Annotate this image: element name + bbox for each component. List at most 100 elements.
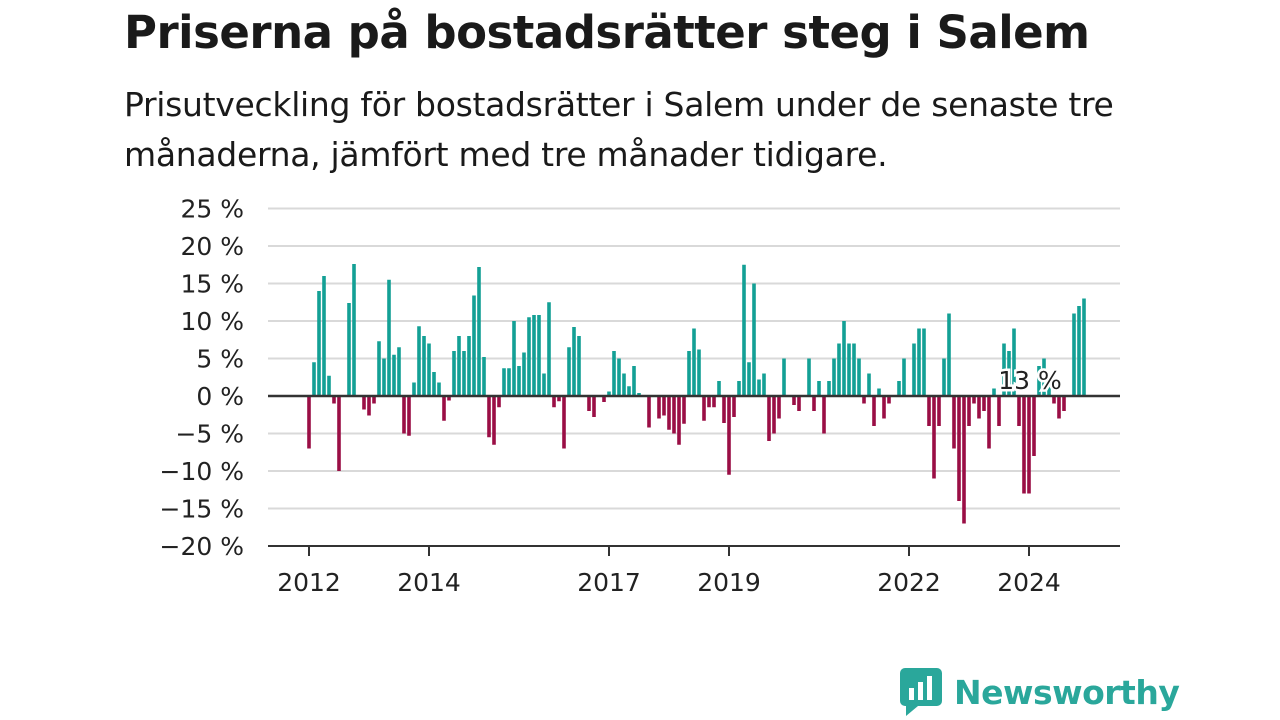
bar	[977, 396, 981, 419]
bar	[472, 295, 476, 396]
bar	[757, 379, 761, 396]
bar	[362, 396, 366, 410]
bar	[1062, 396, 1066, 411]
bar	[532, 315, 536, 396]
bar	[987, 396, 991, 449]
bar	[412, 382, 416, 396]
bar	[827, 381, 831, 396]
bar	[452, 351, 456, 396]
bar	[727, 396, 731, 475]
bar	[427, 343, 431, 396]
bar	[1017, 396, 1021, 426]
bar	[872, 396, 876, 426]
bar	[877, 388, 881, 396]
bar	[937, 396, 941, 426]
y-tick-label: 10 %	[180, 307, 244, 336]
bar	[442, 396, 446, 421]
bar	[687, 351, 691, 396]
bar	[962, 396, 966, 524]
bar	[792, 396, 796, 405]
bar	[492, 396, 496, 445]
bars	[307, 264, 1086, 524]
bar	[337, 396, 341, 471]
bar	[552, 396, 556, 408]
bar	[662, 396, 666, 416]
bar	[497, 396, 501, 408]
bar	[927, 396, 931, 426]
bar	[747, 362, 751, 396]
bar	[377, 341, 381, 396]
bar	[707, 396, 711, 408]
y-tick-label: 20 %	[180, 232, 244, 261]
bar	[372, 396, 376, 404]
bar	[822, 396, 826, 434]
y-tick-label: 0 %	[196, 382, 244, 411]
bar	[782, 358, 786, 396]
bar	[1052, 396, 1056, 404]
y-tick-label: −20 %	[160, 532, 244, 561]
bar	[517, 366, 521, 396]
bar	[767, 396, 771, 441]
bar	[867, 373, 871, 396]
bar	[812, 396, 816, 411]
bar	[562, 396, 566, 449]
bar	[352, 264, 356, 396]
bar	[1042, 358, 1046, 396]
newsworthy-chart-logo-icon	[900, 668, 942, 716]
x-tick-label: 2022	[877, 568, 941, 597]
bar	[722, 396, 726, 423]
brand-name: Newsworthy	[954, 672, 1180, 712]
bar	[522, 352, 526, 396]
bar	[327, 375, 331, 396]
bar	[862, 396, 866, 404]
bar	[547, 302, 551, 396]
bar	[832, 358, 836, 396]
bar	[622, 373, 626, 396]
bar	[692, 328, 696, 396]
bar	[657, 396, 661, 419]
bar	[567, 347, 571, 396]
annotations: 13 %	[996, 364, 1065, 398]
bar	[557, 396, 561, 402]
x-axis-labels: 2012 2014 2017 2019 2022 2024	[277, 568, 1061, 597]
bar	[537, 315, 541, 396]
bar	[702, 396, 706, 421]
bar	[382, 358, 386, 396]
bar	[387, 279, 391, 396]
bar	[947, 313, 951, 396]
bar	[917, 328, 921, 396]
bar	[847, 343, 851, 396]
bar	[1037, 366, 1041, 396]
x-tick-label: 2017	[577, 568, 641, 597]
bar	[922, 328, 926, 396]
bar	[632, 366, 636, 396]
bar	[502, 368, 506, 396]
x-tick-label: 2012	[277, 568, 341, 597]
bar	[312, 362, 316, 396]
axes	[268, 394, 1120, 556]
bar	[1027, 396, 1031, 494]
y-tick-label: 25 %	[180, 195, 244, 224]
bar	[527, 317, 531, 396]
bar	[972, 396, 976, 404]
chart-title: Priserna på bostadsrätter steg i Salem	[124, 6, 1090, 59]
bar	[992, 388, 996, 396]
bar	[307, 396, 311, 449]
bar	[672, 396, 676, 434]
x-tick-label: 2024	[997, 568, 1061, 597]
bar	[542, 373, 546, 396]
bar	[852, 343, 856, 396]
bar	[752, 283, 756, 396]
bar	[697, 349, 701, 396]
bar	[967, 396, 971, 426]
bar	[432, 372, 436, 396]
bar	[732, 396, 736, 417]
bar	[607, 391, 611, 396]
bar	[407, 396, 411, 436]
bar	[742, 264, 746, 396]
bar	[762, 373, 766, 396]
bar	[1077, 306, 1081, 396]
x-tick-label: 2014	[397, 568, 461, 597]
bar	[482, 357, 486, 396]
bar	[677, 396, 681, 445]
